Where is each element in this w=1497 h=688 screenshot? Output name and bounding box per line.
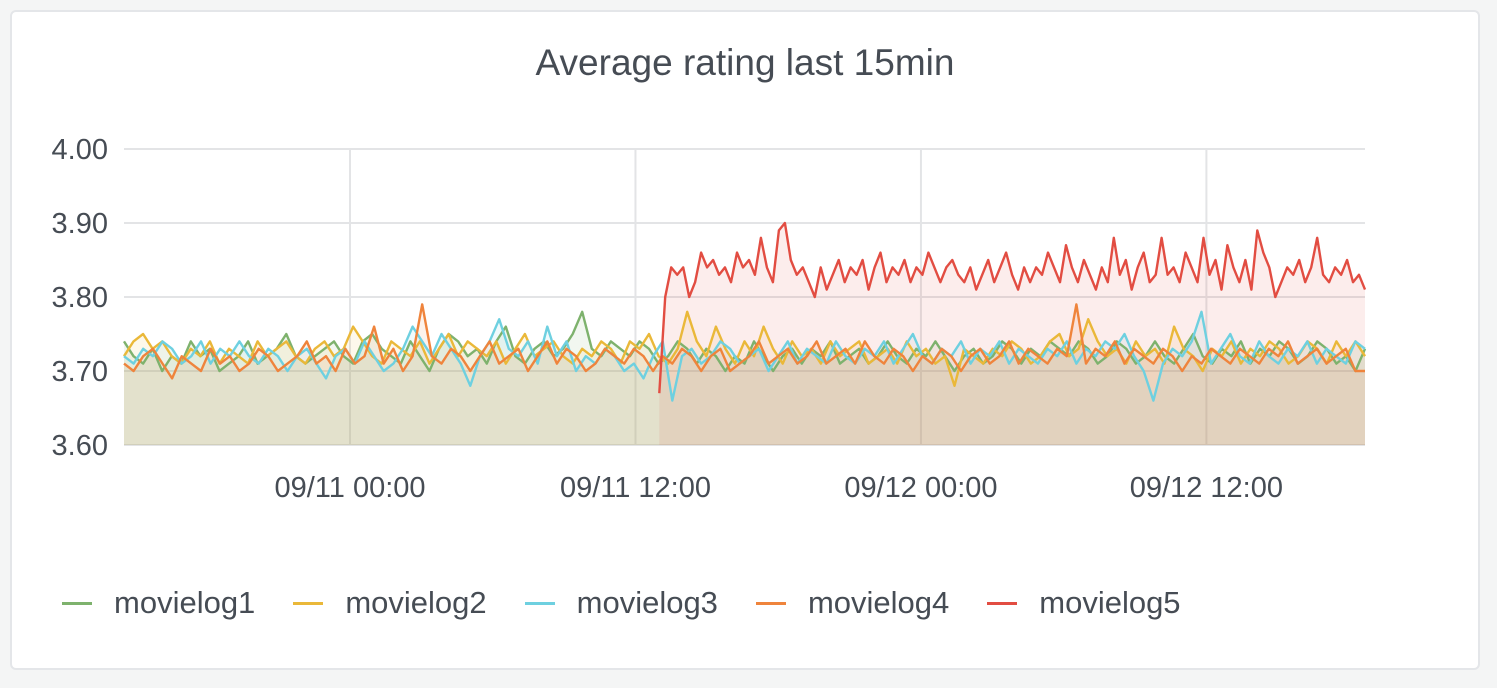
y-tick-label: 3.60 (52, 430, 108, 462)
series-fills (124, 223, 1365, 445)
y-tick-label: 3.90 (52, 208, 108, 240)
series-fill-movielog3 (124, 311, 1365, 445)
series-fill-movielog1 (124, 311, 1365, 445)
legend-swatch (987, 601, 1018, 605)
series-line-movielog1 (122, 310, 1367, 373)
x-tick-label: 09/11 00:00 (274, 472, 425, 504)
series-line-movielog5 (658, 221, 1367, 394)
legend-swatch (62, 601, 92, 605)
y-axis: 3.60 3.70 3.80 3.90 4.00 (52, 134, 108, 462)
legend-label: movielog5 (1039, 585, 1181, 620)
legend-label: movielog3 (576, 585, 718, 620)
legend-item-movielog1[interactable]: movielog1 (62, 585, 255, 621)
series-fill-movielog5 (659, 223, 1365, 445)
legend: movielog1 movielog2 movielog3 movielog4 movi… (62, 585, 1219, 621)
legend-item-movielog5[interactable]: movielog5 (987, 585, 1181, 621)
chart-panel: Average rating last 15min (10, 10, 1480, 670)
series-line-movielog4 (123, 303, 1365, 380)
x-tick-label: 09/12 00:00 (844, 472, 997, 504)
legend-label: movielog1 (114, 585, 256, 620)
chart-grid (124, 148, 1365, 446)
panel-title: Average rating last 15min (535, 42, 955, 83)
x-axis: 09/11 00:00 09/11 12:00 09/12 00:00 09/12 1… (274, 472, 1283, 504)
legend-item-movielog2[interactable]: movielog2 (293, 585, 487, 621)
legend-label: movielog4 (807, 585, 950, 620)
x-tick-label: 09/11 12:00 (560, 472, 711, 504)
x-tick-label: 09/12 12:00 (1130, 472, 1283, 504)
legend-item-movielog3[interactable]: movielog3 (524, 585, 718, 621)
y-tick-label: 4.00 (52, 134, 108, 166)
legend-swatch (524, 601, 555, 605)
y-tick-label: 3.70 (52, 356, 108, 388)
series-line-movielog2 (122, 310, 1367, 387)
legend-swatch (293, 601, 324, 605)
legend-label: movielog2 (345, 585, 487, 620)
y-tick-label: 3.80 (52, 282, 108, 314)
series-fill-movielog4 (124, 304, 1365, 445)
legend-item-movielog4[interactable]: movielog4 (755, 585, 950, 621)
series-lines (122, 221, 1367, 402)
legend-swatch (755, 601, 786, 605)
